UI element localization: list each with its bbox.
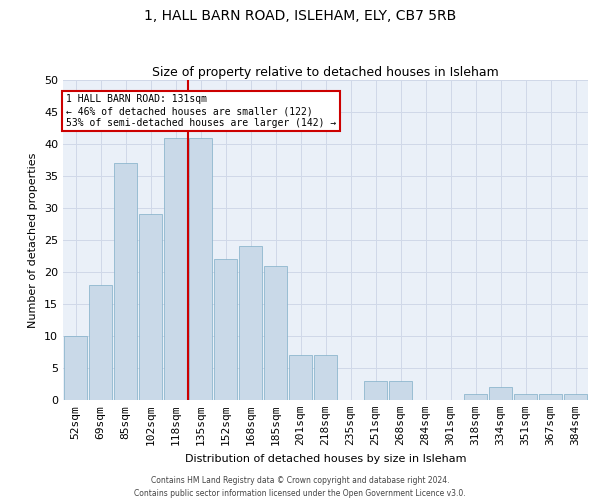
Bar: [114, 163, 137, 400]
Bar: [64, 336, 87, 400]
Bar: [464, 394, 487, 400]
Bar: [139, 214, 162, 400]
X-axis label: Distribution of detached houses by size in Isleham: Distribution of detached houses by size …: [185, 454, 466, 464]
Bar: [89, 285, 112, 400]
Bar: [214, 259, 237, 400]
Bar: [189, 138, 212, 400]
Bar: [264, 266, 287, 400]
Text: 1 HALL BARN ROAD: 131sqm
← 46% of detached houses are smaller (122)
53% of semi-: 1 HALL BARN ROAD: 131sqm ← 46% of detach…: [65, 94, 336, 128]
Title: Size of property relative to detached houses in Isleham: Size of property relative to detached ho…: [152, 66, 499, 79]
Bar: [539, 394, 562, 400]
Text: 1, HALL BARN ROAD, ISLEHAM, ELY, CB7 5RB: 1, HALL BARN ROAD, ISLEHAM, ELY, CB7 5RB: [144, 9, 456, 23]
Bar: [314, 355, 337, 400]
Bar: [489, 387, 512, 400]
Bar: [514, 394, 537, 400]
Bar: [564, 394, 587, 400]
Bar: [364, 381, 387, 400]
Bar: [389, 381, 412, 400]
Y-axis label: Number of detached properties: Number of detached properties: [28, 152, 38, 328]
Bar: [289, 355, 312, 400]
Bar: [164, 138, 187, 400]
Text: Contains HM Land Registry data © Crown copyright and database right 2024.
Contai: Contains HM Land Registry data © Crown c…: [134, 476, 466, 498]
Bar: [239, 246, 262, 400]
